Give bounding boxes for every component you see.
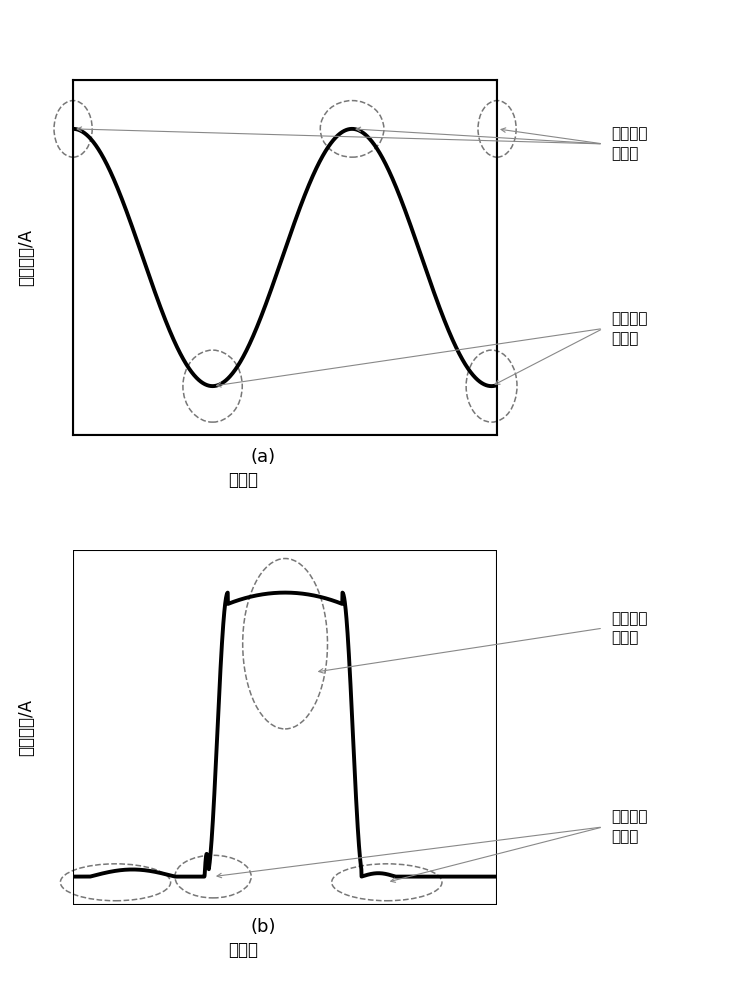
Text: 励磁电流/A: 励磁电流/A: [18, 699, 36, 756]
Text: 数值分布
稀疏区: 数值分布 稀疏区: [612, 611, 648, 646]
Text: (a): (a): [251, 448, 276, 466]
Text: 采样点: 采样点: [227, 940, 258, 958]
Text: 正弦电流/A: 正弦电流/A: [18, 229, 36, 286]
Text: 数值分布
稀疏区: 数值分布 稀疏区: [612, 311, 648, 346]
Text: 数值分布
稠密区: 数值分布 稠密区: [612, 810, 648, 844]
Text: (b): (b): [251, 918, 276, 936]
Text: 数值分布
稠密区: 数值分布 稠密区: [612, 127, 648, 161]
Text: 采样点: 采样点: [227, 471, 258, 488]
